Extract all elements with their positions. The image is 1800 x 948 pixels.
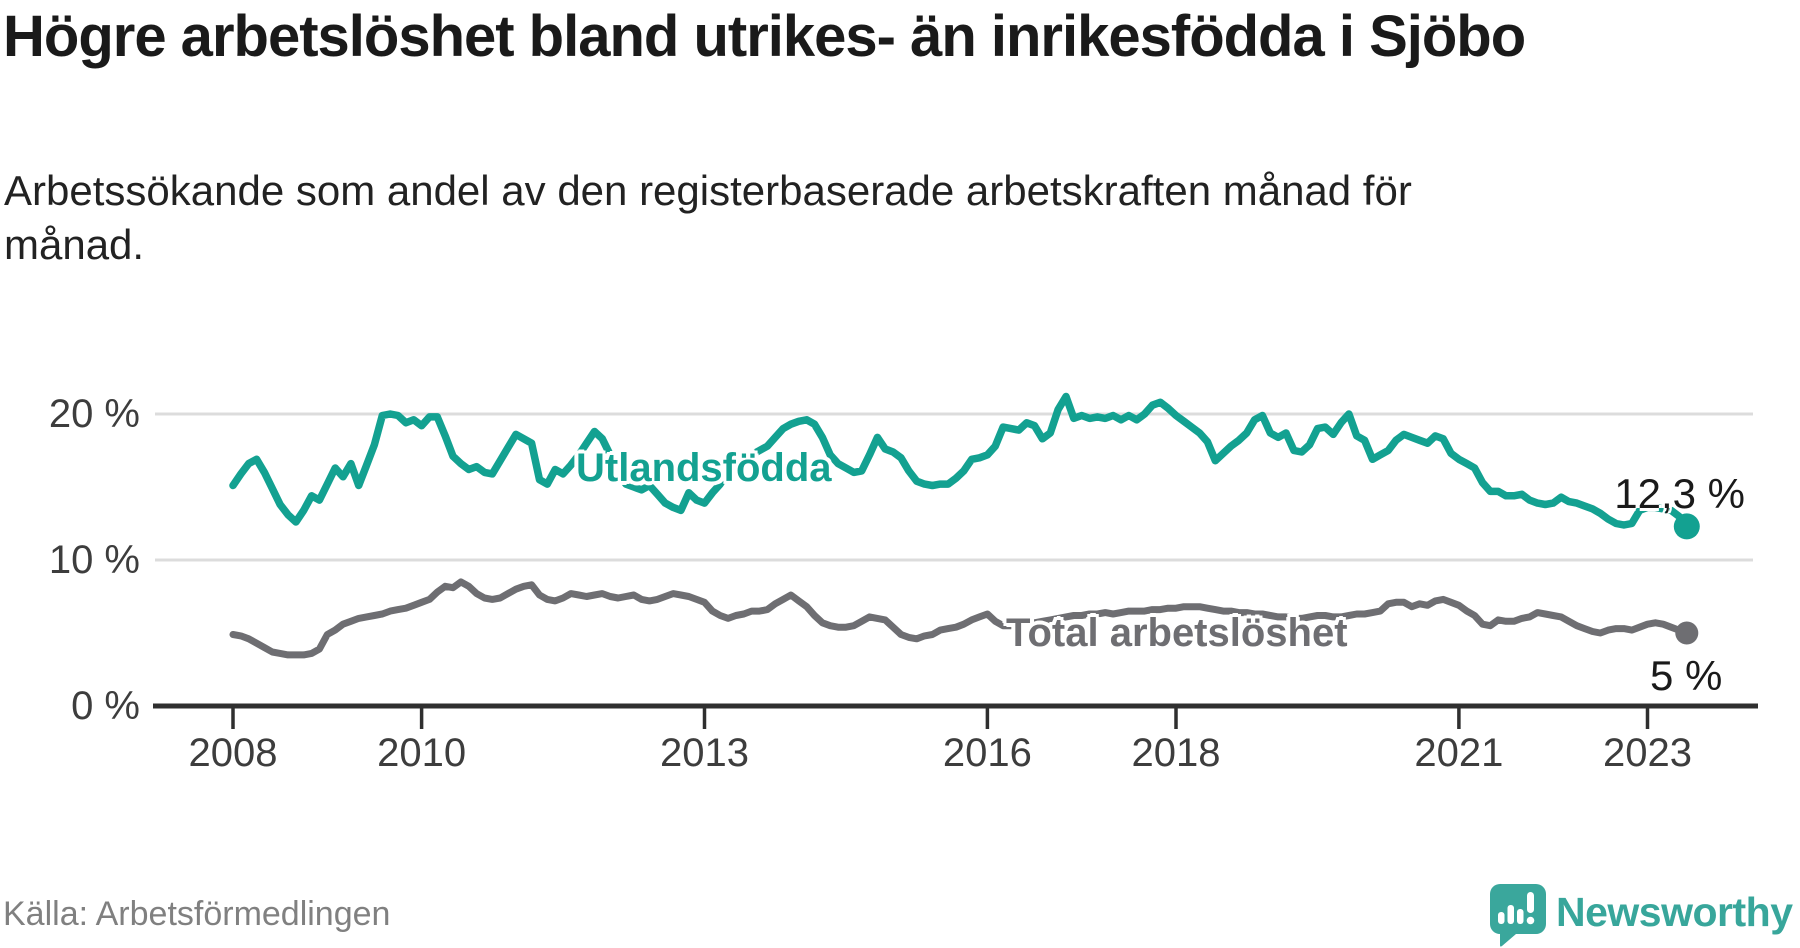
series-line-total <box>229 578 1691 659</box>
logo-exclamation-dot <box>1526 916 1535 925</box>
brand-name: Newsworthy <box>1556 889 1793 935</box>
x-tick-label-2016: 2016 <box>942 731 1032 775</box>
series-label-utlandsfodda: Utlandsfödda <box>576 446 832 490</box>
y-tick-label-0: 0 % <box>71 684 140 728</box>
x-tick-label-2021: 2021 <box>1414 731 1504 775</box>
x-tick-label-2013: 2013 <box>660 731 749 775</box>
end-dot-utlandsfodda <box>1673 513 1700 540</box>
x-tick-label-2018: 2018 <box>1131 731 1221 775</box>
series-line-utlandsfodda <box>229 392 1691 531</box>
y-tick-label-10: 10 % <box>48 538 140 582</box>
logo-bar-2 <box>1507 905 1514 924</box>
page-title: Högre arbetslöshet bland utrikes- än inr… <box>3 4 1526 69</box>
chart-subtitle: Arbetssökande som andel av den registerb… <box>4 167 1412 268</box>
end-value-label-utlandsfodda: 12,3 % <box>1614 470 1745 517</box>
x-tick-label-2008: 2008 <box>188 731 278 775</box>
end-value-label-total: 5 % <box>1650 652 1723 699</box>
logo-bar-1 <box>1498 912 1505 924</box>
newsworthy-logo-icon <box>1490 884 1546 947</box>
source-text: Källa: Arbetsförmedlingen <box>3 895 391 933</box>
x-tick-label-2010: 2010 <box>377 731 467 775</box>
logo-exclamation-bar <box>1527 892 1534 913</box>
logo-bar-3 <box>1517 909 1524 924</box>
end-dot-total <box>1675 621 1699 645</box>
y-tick-label-20: 20 % <box>48 392 140 436</box>
series-label-total: Total arbetslöshet <box>1006 611 1348 655</box>
x-tick-label-2023: 2023 <box>1603 731 1692 775</box>
